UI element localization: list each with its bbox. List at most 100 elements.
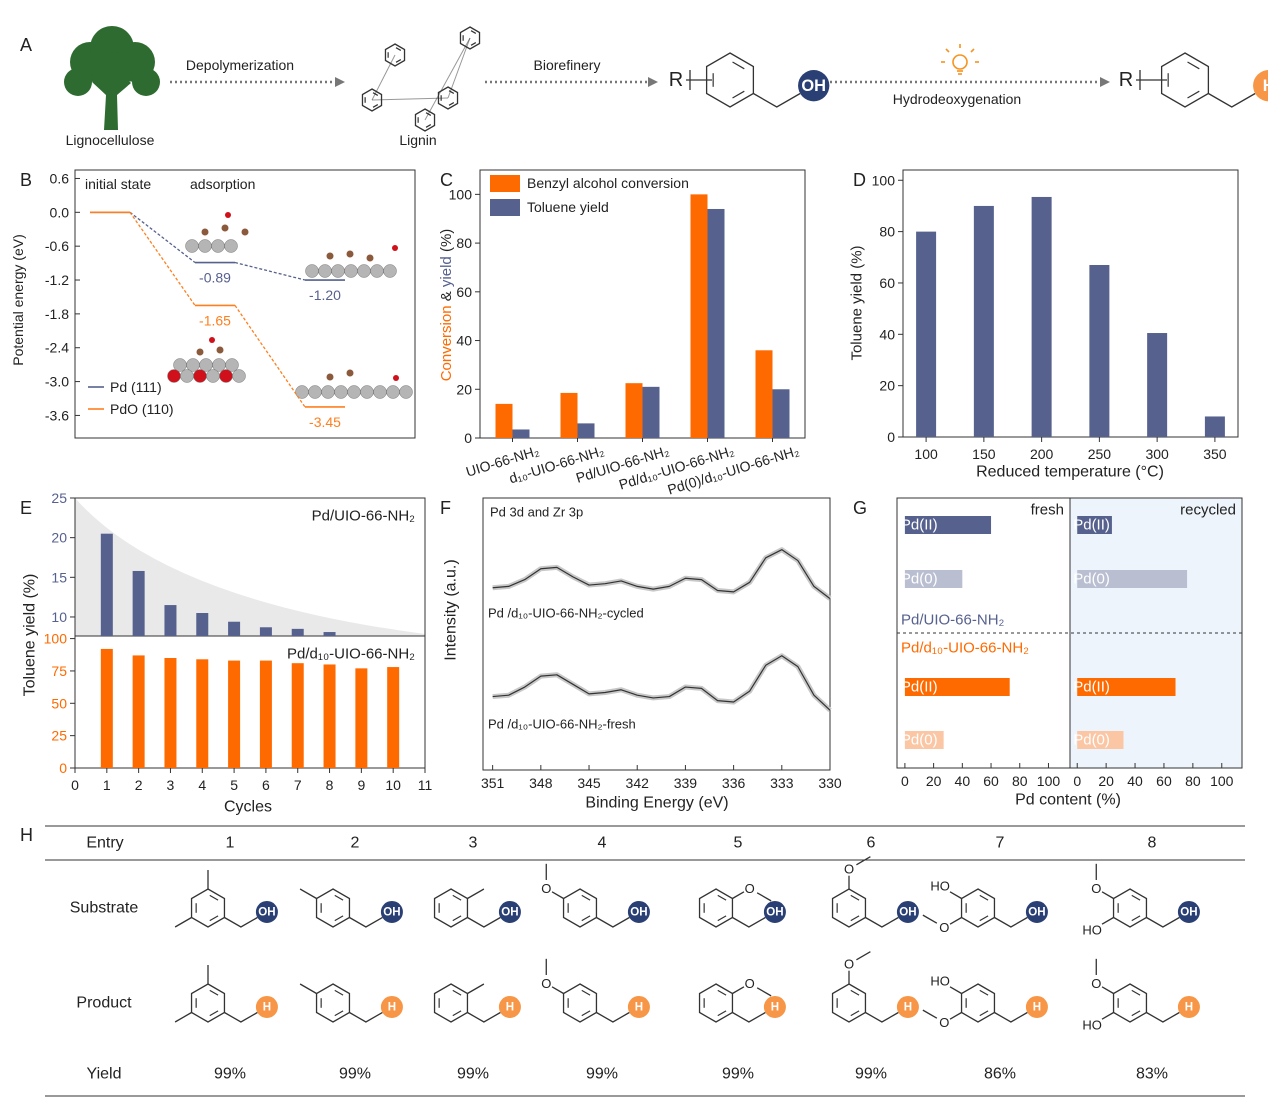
bond xyxy=(467,983,485,995)
group-label: OH xyxy=(1028,906,1045,918)
bond xyxy=(994,916,1028,928)
double-bond xyxy=(732,90,745,99)
connector xyxy=(234,305,306,408)
arrow-head xyxy=(335,77,345,87)
group-label: Pd/UIO-66-NH₂ xyxy=(901,612,1005,629)
x-tick-label: 0 xyxy=(901,773,909,789)
x-tick-label: 60 xyxy=(983,773,999,789)
atom-icon xyxy=(318,264,332,278)
bar xyxy=(355,668,368,768)
header-cell: 7 xyxy=(996,835,1005,852)
y-tick-label: 40 xyxy=(456,333,472,349)
atom-icon xyxy=(383,264,397,278)
annotation: Pd 3d and Zr 3p xyxy=(490,505,583,520)
x-tick-label: 8 xyxy=(326,777,334,793)
double-bond xyxy=(372,104,379,108)
atom-icon xyxy=(211,239,225,253)
atom-icon xyxy=(360,385,374,399)
x-tick-label: 200 xyxy=(1030,446,1054,462)
benzene-ring xyxy=(414,108,436,132)
double-bond xyxy=(732,61,745,70)
double-bond xyxy=(979,915,989,922)
bar xyxy=(577,423,595,438)
bar xyxy=(228,660,241,768)
x-tick-label: 330 xyxy=(818,775,842,791)
bond xyxy=(949,1011,962,1020)
bar xyxy=(495,403,513,438)
x-tick-label: 20 xyxy=(926,773,942,789)
x-tick-label: 40 xyxy=(1127,773,1143,789)
group-badge xyxy=(763,900,786,924)
bond xyxy=(732,891,745,900)
bar xyxy=(690,194,708,438)
yield-cell: 99% xyxy=(722,1066,754,1083)
row-label: Yield xyxy=(87,1066,122,1083)
benzene-ring xyxy=(190,983,226,1023)
bar xyxy=(916,231,937,437)
atom-icon xyxy=(344,264,358,278)
atom-label: O xyxy=(844,862,854,877)
yield-cell: 99% xyxy=(586,1066,618,1083)
x-tick-label: 150 xyxy=(972,446,996,462)
group-label: OH xyxy=(899,906,916,918)
bar xyxy=(323,664,336,768)
yield-cell: 99% xyxy=(214,1066,246,1083)
bar xyxy=(904,570,963,588)
atom-icon xyxy=(219,369,233,383)
y-tick-label: 10 xyxy=(51,609,67,625)
bar xyxy=(132,655,145,768)
arrow-head xyxy=(1100,77,1110,87)
double-bond xyxy=(452,989,462,996)
bar xyxy=(904,731,944,749)
panel-label: E xyxy=(20,498,32,518)
group-badge xyxy=(1025,900,1048,924)
y-tick-label: 15 xyxy=(51,569,67,585)
atom-icon xyxy=(206,369,220,383)
group-label: H xyxy=(771,1001,779,1013)
bar xyxy=(1147,333,1168,437)
panel-label: B xyxy=(20,170,32,190)
atom-label: O xyxy=(745,881,755,896)
group-label: H xyxy=(635,1001,643,1013)
benzene-ring xyxy=(459,26,481,50)
bond xyxy=(1208,92,1256,108)
bond xyxy=(174,916,192,928)
panel-name: fresh xyxy=(1031,502,1064,519)
bar xyxy=(1031,196,1052,437)
panel-label: A xyxy=(20,35,32,55)
double-bond xyxy=(581,894,591,901)
x-tick-label: 11 xyxy=(418,777,433,793)
group-label: OH xyxy=(801,77,826,95)
row-label: Product xyxy=(76,995,132,1012)
group-badge xyxy=(763,995,786,1019)
double-bond xyxy=(581,989,591,996)
arrow-head xyxy=(648,77,658,87)
value-label: -1.65 xyxy=(199,312,231,328)
plot-frame xyxy=(74,497,426,769)
atom-label: HO xyxy=(1082,922,1102,937)
double-bond xyxy=(1187,90,1200,99)
bond xyxy=(949,891,962,900)
bar-label: Pd(II) xyxy=(901,679,938,696)
bar xyxy=(1077,678,1176,696)
bar-label: Pd(0) xyxy=(901,732,938,749)
bar xyxy=(772,389,790,438)
plot-frame xyxy=(74,169,416,439)
lignin-label: Lignin xyxy=(399,132,436,148)
y-tick-label: 0.6 xyxy=(50,170,70,186)
x-tick-label: 0 xyxy=(71,777,79,793)
legend-label: Benzyl alcohol conversion xyxy=(527,175,689,191)
bar xyxy=(560,392,578,438)
panel-label: D xyxy=(853,170,866,190)
group-label: H xyxy=(1263,77,1268,95)
bond xyxy=(424,37,471,121)
double-bond xyxy=(209,1010,219,1017)
bond xyxy=(732,916,766,928)
group-label: Pd/d₁₀-UIO-66-NH₂ xyxy=(901,640,1029,657)
group-badge xyxy=(498,900,521,924)
bond xyxy=(467,1011,501,1023)
bond xyxy=(467,888,485,900)
x-tick-label: 333 xyxy=(770,775,794,791)
panel-name: Pd/d₁₀-UIO-66-NH₂ xyxy=(287,646,415,663)
